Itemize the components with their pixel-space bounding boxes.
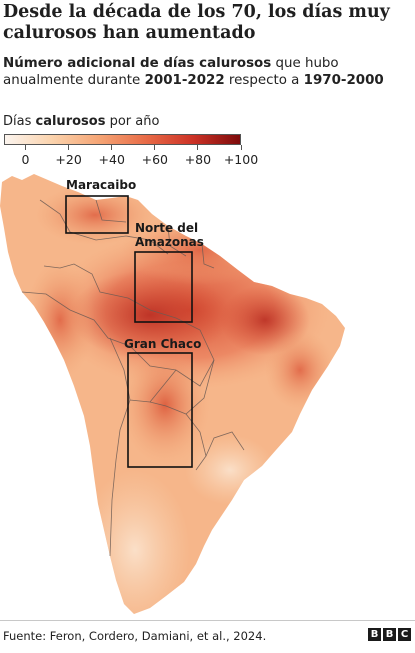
label-maracaibo: Maracaibo <box>66 178 136 192</box>
legend-tick-label-4: +80 <box>184 152 212 167</box>
map-svg: Maracaibo Norte del Amazonas Gran Chaco <box>0 174 345 614</box>
bbc-letter-2: B <box>383 628 396 641</box>
chart-title: Desde la década de los 70, los días muy … <box>3 2 390 43</box>
source-note: Fuente: Feron, Cordero, Damiani, et al.,… <box>3 629 267 643</box>
amazonas-box <box>134 251 193 323</box>
bbc-letter-3: C <box>398 628 411 641</box>
label-amazonas-line2: Amazonas <box>135 235 204 249</box>
subtitle-bold-3: 2001-2022 <box>144 73 225 88</box>
subtitle-text-4: respecto a <box>224 73 304 88</box>
subtitle-text-2: que hubo anualmente durante <box>3 56 339 88</box>
legend-ticks: 0 +20 +40 +60 +80 +100 <box>0 145 415 175</box>
legend-tick-1 <box>68 145 70 150</box>
south-america-map: Maracaibo Norte del Amazonas Gran Chaco <box>0 170 415 615</box>
legend-tick-4 <box>197 145 199 150</box>
country-borders <box>21 199 245 557</box>
legend-tick-label-1: +20 <box>55 152 82 167</box>
maracaibo-box <box>65 195 129 234</box>
bbc-logo: B B C <box>368 628 411 641</box>
legend-tick-5 <box>240 145 242 150</box>
legend-title-prefix: Días <box>3 114 36 129</box>
bbc-letter-1: B <box>368 628 381 641</box>
legend-title-suffix: por año <box>105 114 160 129</box>
legend-tick-label-5: +100 <box>223 152 259 167</box>
legend-color-bar <box>4 134 241 145</box>
label-gran-chaco: Gran Chaco <box>124 337 201 351</box>
subtitle-bold-1: Número adicional de días calurosos <box>3 56 272 71</box>
subtitle-bold-5: 1970-2000 <box>303 73 384 88</box>
label-amazonas-line1: Norte del <box>135 221 198 235</box>
legend-tick-label-2: +40 <box>98 152 125 167</box>
chart-subtitle: Número adicional de días calurosos que h… <box>3 55 408 89</box>
legend-tick-0 <box>25 145 27 150</box>
legend-tick-label-3: +60 <box>141 152 169 167</box>
legend-title: Días calurosos por año <box>3 114 159 129</box>
footer-divider <box>0 620 415 621</box>
legend-title-bold: calurosos <box>35 114 106 129</box>
legend-tick-2 <box>111 145 113 150</box>
chaco-box <box>127 352 193 468</box>
legend-tick-label-0: 0 <box>21 152 30 167</box>
region-boxes <box>65 195 193 468</box>
legend-tick-3 <box>154 145 156 150</box>
